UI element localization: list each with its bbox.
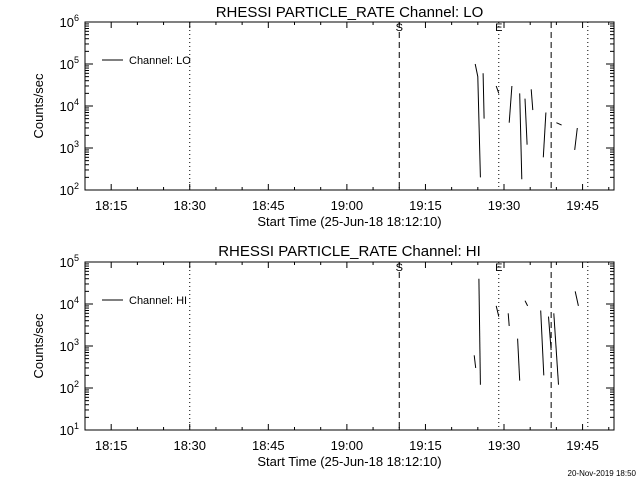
series-line-segment bbox=[478, 278, 481, 385]
plot-frame bbox=[84, 261, 615, 431]
y-tick-label: 105 bbox=[60, 253, 79, 270]
x-tick-label: 19:15 bbox=[409, 198, 442, 213]
series-line-segment bbox=[517, 338, 521, 381]
marker-label: S bbox=[396, 22, 403, 34]
series-line-segment bbox=[519, 93, 523, 180]
y-tick-label: 105 bbox=[60, 55, 79, 72]
y-tick-label: 102 bbox=[60, 379, 79, 396]
x-axis-label: Start Time (25-Jun-18 18:12:10) bbox=[257, 454, 441, 469]
legend-entry: Channel: LO bbox=[129, 55, 191, 67]
y-tick-label: 106 bbox=[60, 13, 79, 30]
series-line-segment bbox=[482, 73, 485, 119]
x-tick-label: 19:30 bbox=[488, 438, 521, 453]
plot-panel-1: RHESSI PARTICLE_RATE Channel: LO Counts/s… bbox=[31, 4, 615, 229]
series-line-segment bbox=[495, 305, 500, 317]
marker-label: S bbox=[396, 262, 403, 274]
plot-panel-2: RHESSI PARTICLE_RATE Channel: HI Counts/s… bbox=[31, 243, 615, 469]
x-tick-label: 18:45 bbox=[252, 438, 285, 453]
series-line-segment bbox=[495, 85, 500, 94]
y-tick-label: 103 bbox=[60, 337, 79, 354]
series-line-segment bbox=[507, 313, 510, 327]
legend-entry: Channel: HI bbox=[129, 295, 187, 307]
series-line-segment bbox=[524, 300, 529, 307]
marker-label: E bbox=[495, 22, 502, 34]
x-axis-label: Start Time (25-Jun-18 18:12:10) bbox=[257, 214, 441, 229]
series-line-segment bbox=[574, 127, 578, 150]
generation-timestamp: 20-Nov-2019 18:50 bbox=[568, 469, 637, 478]
x-tick-label: 18:15 bbox=[95, 438, 128, 453]
series-line-segment bbox=[474, 63, 481, 178]
x-tick-label: 19:45 bbox=[566, 438, 599, 453]
plot-title: RHESSI PARTICLE_RATE Channel: HI bbox=[218, 243, 481, 260]
plot-frame bbox=[84, 21, 615, 191]
x-tick-label: 19:15 bbox=[409, 438, 442, 453]
x-tick-label: 18:30 bbox=[173, 198, 206, 213]
y-tick-label: 104 bbox=[60, 97, 79, 114]
x-tick-label: 18:30 bbox=[173, 438, 206, 453]
y-axis-label: Counts/sec bbox=[31, 73, 46, 139]
marker-label: E bbox=[495, 262, 502, 274]
series-line-segment bbox=[542, 112, 547, 158]
series-line-segment bbox=[473, 355, 477, 369]
series-line-segment bbox=[556, 122, 562, 126]
series-line-segment bbox=[574, 291, 579, 307]
x-tick-label: 19:45 bbox=[566, 198, 599, 213]
series-line-segment bbox=[553, 313, 559, 385]
y-axis-label: Counts/sec bbox=[31, 313, 46, 379]
plot-title: RHESSI PARTICLE_RATE Channel: LO bbox=[216, 4, 484, 21]
y-tick-label: 104 bbox=[60, 295, 79, 312]
series-line-segment bbox=[530, 89, 534, 111]
y-tick-label: 102 bbox=[60, 181, 79, 198]
x-tick-label: 19:30 bbox=[488, 198, 521, 213]
series-line-segment bbox=[540, 310, 545, 376]
series-line-segment bbox=[508, 85, 513, 123]
x-tick-label: 18:45 bbox=[252, 198, 285, 213]
series-line-segment bbox=[524, 98, 528, 145]
x-tick-label: 18:15 bbox=[95, 198, 128, 213]
y-tick-label: 103 bbox=[60, 139, 79, 156]
y-tick-label: 101 bbox=[60, 421, 79, 438]
x-tick-label: 19:00 bbox=[331, 438, 364, 453]
series-line-segment bbox=[548, 316, 552, 351]
x-tick-label: 19:00 bbox=[331, 198, 364, 213]
